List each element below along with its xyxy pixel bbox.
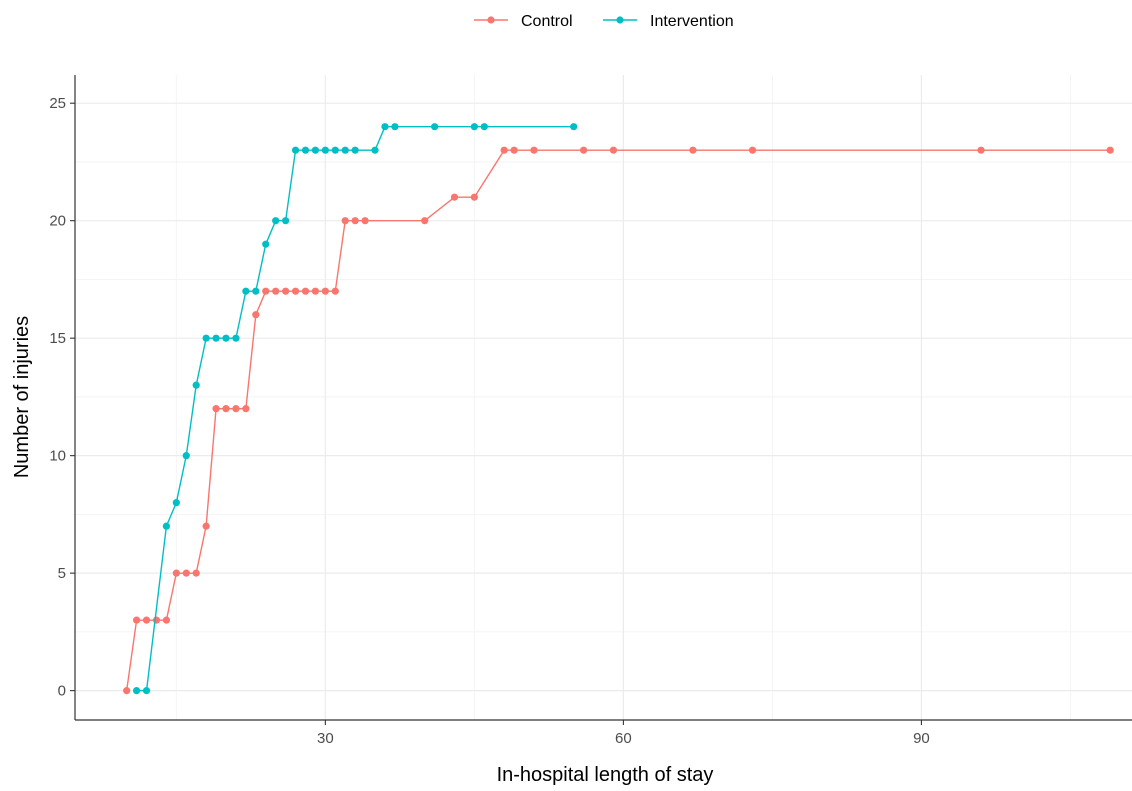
axes: 30 60 90 0 5 10 15 20 25: [49, 75, 1132, 747]
y-tick-label: 10: [49, 448, 66, 465]
data-point: [421, 217, 429, 225]
data-point: [1106, 146, 1114, 154]
y-tick-label: 15: [49, 330, 66, 347]
data-point: [152, 616, 161, 624]
x-tick-label: 90: [913, 730, 930, 747]
data-point: [609, 146, 618, 154]
data-point: [351, 217, 359, 225]
plot-panel: [75, 75, 1132, 720]
y-axis-title: Number of injuries: [11, 316, 33, 478]
data-point: [202, 334, 210, 342]
legend-item-intervention: Intervention: [603, 13, 734, 30]
data-point: [172, 569, 180, 577]
data-point: [192, 569, 200, 577]
data-point: [351, 146, 359, 154]
data-point: [450, 193, 459, 201]
data-point: [431, 123, 439, 131]
data-point: [291, 287, 300, 295]
data-point: [192, 381, 200, 389]
data-point: [361, 217, 369, 225]
data-point: [291, 146, 300, 154]
y-tick-label: 5: [58, 565, 66, 582]
data-point: [272, 217, 280, 225]
data-point: [689, 146, 697, 154]
series-layer: [123, 123, 1114, 695]
data-point: [202, 522, 210, 530]
legend-key-point: [616, 16, 624, 24]
legend-label: Intervention: [650, 13, 734, 30]
data-point: [311, 287, 320, 295]
data-point: [252, 287, 260, 295]
legend-item-control: Control: [474, 13, 573, 30]
data-point: [331, 287, 339, 295]
data-point: [123, 687, 131, 695]
data-point: [222, 334, 230, 342]
data-point: [272, 287, 280, 295]
x-tick-label: 30: [317, 730, 334, 747]
data-point: [142, 616, 151, 624]
data-point: [580, 146, 588, 154]
data-point: [162, 522, 170, 530]
data-point: [321, 287, 329, 295]
data-point: [321, 146, 329, 154]
y-tick-label: 20: [49, 213, 66, 230]
data-point: [212, 405, 220, 413]
data-point: [371, 146, 379, 154]
data-point: [470, 123, 478, 131]
y-tick-label: 0: [58, 683, 66, 700]
data-point: [331, 146, 339, 154]
data-point: [172, 499, 180, 507]
legend-label: Control: [521, 13, 573, 30]
x-tick-label: 60: [615, 730, 632, 747]
data-point: [530, 146, 538, 154]
data-point: [341, 146, 349, 154]
data-point: [232, 405, 240, 413]
data-point: [182, 569, 190, 577]
data-point: [510, 146, 518, 154]
series-control: [123, 146, 1114, 695]
data-point: [470, 193, 478, 201]
series-intervention: [132, 123, 578, 695]
data-point: [132, 687, 141, 695]
y-tick-label: 25: [49, 95, 66, 112]
data-point: [232, 334, 240, 342]
data-point: [132, 616, 141, 624]
data-point: [341, 217, 349, 225]
data-point: [142, 687, 151, 695]
data-point: [282, 217, 290, 225]
data-point: [311, 146, 320, 154]
data-point: [570, 123, 578, 131]
data-point: [252, 311, 260, 319]
x-axis-title: In-hospital length of stay: [497, 764, 714, 786]
data-point: [262, 287, 270, 295]
data-point: [381, 123, 389, 131]
data-point: [391, 123, 399, 131]
data-point: [480, 123, 488, 131]
data-point: [977, 146, 985, 154]
legend: Control Intervention: [474, 13, 734, 30]
data-point: [301, 146, 310, 154]
data-point: [282, 287, 290, 295]
grid-lines: [75, 75, 1132, 720]
data-point: [242, 405, 250, 413]
data-point: [500, 146, 508, 154]
data-point: [182, 452, 190, 460]
data-point: [222, 405, 230, 413]
data-point: [748, 146, 757, 154]
data-point: [162, 616, 170, 624]
data-point: [212, 334, 220, 342]
data-point: [301, 287, 310, 295]
data-point: [242, 287, 250, 295]
data-point: [262, 240, 270, 248]
legend-key-point: [487, 16, 495, 24]
